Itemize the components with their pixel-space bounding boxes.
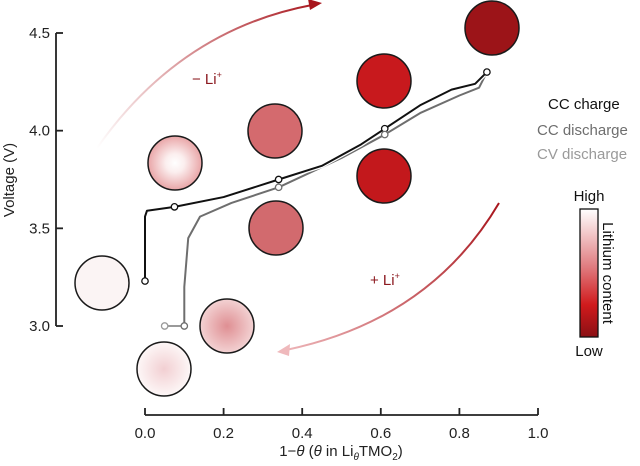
x-tick-label: 0.4 (292, 425, 313, 442)
cc-charge-marker (141, 277, 149, 285)
x-tick-label: 1.0 (528, 425, 549, 442)
cc-charge-marker (274, 175, 283, 184)
cc-discharge-line (183, 71, 488, 326)
lithiation-label: + Li+ (370, 271, 400, 289)
particle-high-discharge (356, 148, 412, 204)
legend-cc-charge: CC charge (548, 96, 620, 113)
colorbar-high-label: High (574, 188, 605, 205)
particle-mid-charge (247, 103, 303, 159)
particle-cv-discharge-end (136, 341, 192, 397)
colorbar-low-label: Low (575, 343, 603, 360)
y-axis-label: Voltage (V) (1, 143, 18, 217)
particle-high-charge (356, 53, 412, 109)
delithiation-label: − Li+ (192, 70, 222, 88)
particle-full-charge (464, 0, 520, 56)
y-tick-label: 3.5 (29, 220, 50, 237)
cc-discharge-marker (274, 183, 283, 192)
cc-charge-marker (170, 202, 179, 211)
particle-pristine (74, 255, 130, 311)
cc-discharge-marker (180, 322, 189, 330)
lithiation-arrowhead-icon (277, 344, 290, 356)
x-tick-label: 0.6 (370, 425, 391, 442)
y-tick-label: 4.0 (29, 123, 50, 140)
x-axis-label: 1−θ (θ in LiθTMO2) (279, 443, 403, 461)
cc-discharge-halo (182, 71, 489, 326)
colorbar (579, 208, 599, 338)
legend-cv-discharge: CV discharge (537, 146, 627, 163)
legend-cc-discharge: CC discharge (537, 122, 628, 139)
cv-discharge-marker (160, 322, 169, 330)
cc-charge-line (144, 71, 488, 282)
x-tick-label: 0.8 (449, 425, 470, 442)
y-tick-label: 3.0 (29, 318, 50, 335)
particle-cc-discharge-end (199, 298, 255, 354)
lithiation-arrow (285, 202, 500, 351)
y-tick-label: 4.5 (29, 25, 50, 42)
cc-discharge-marker (380, 130, 389, 139)
colorbar-title: Lithium content (599, 222, 616, 325)
x-tick-label: 0.2 (213, 425, 234, 442)
delithiation-arrow (96, 4, 313, 149)
particle-mid-discharge (248, 200, 304, 256)
cc-charge-marker (483, 68, 491, 76)
delithiation-arrowhead-icon (308, 0, 322, 10)
particle-early-charge (147, 135, 203, 191)
x-tick-label: 0.0 (135, 425, 156, 442)
